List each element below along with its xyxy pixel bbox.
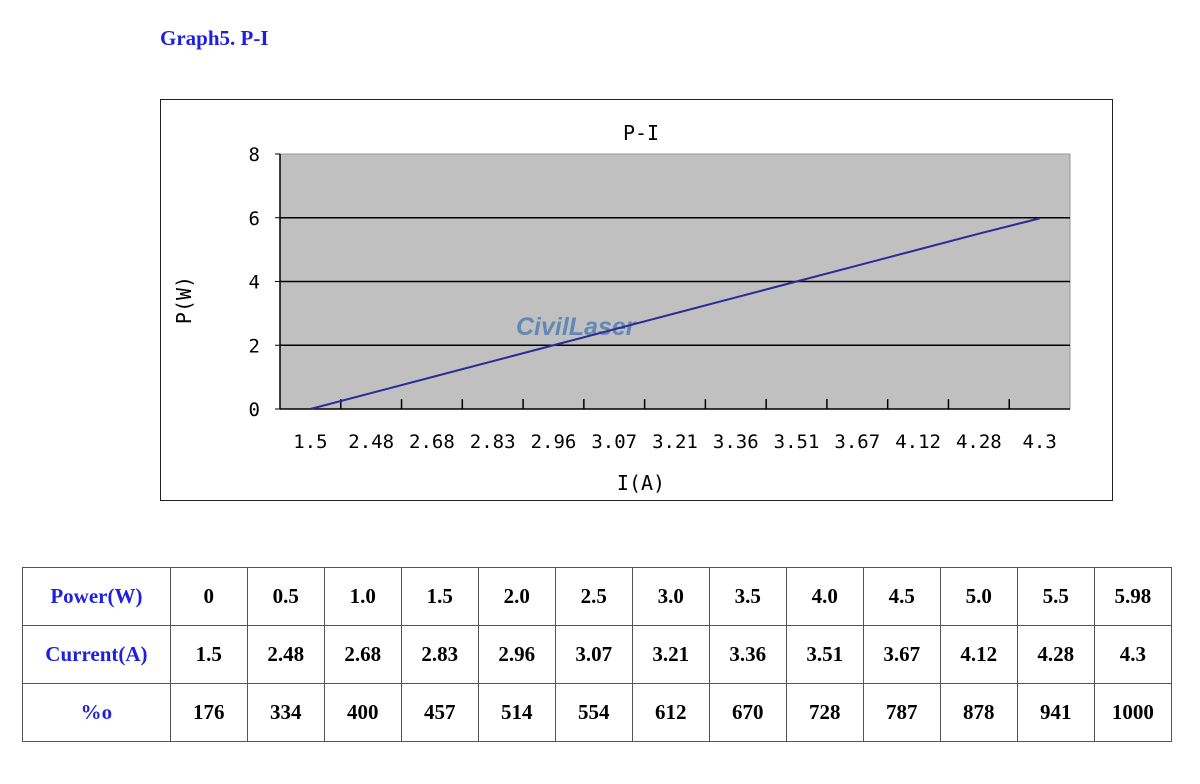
x-tick-label: 3.07 — [591, 431, 637, 453]
x-tick-label: 1.5 — [293, 431, 327, 453]
x-tick-label: 3.21 — [652, 431, 698, 453]
table-cell: 0 — [169, 567, 248, 626]
table-cell: 941 — [1016, 683, 1095, 742]
y-axis-label: P(W) — [172, 276, 196, 324]
table-cell: 4.0 — [785, 567, 864, 626]
x-tick-label: 2.68 — [409, 431, 455, 453]
row-header: %o — [22, 683, 171, 742]
table-cell: 728 — [785, 683, 864, 742]
table-cell: 4.12 — [939, 625, 1018, 684]
table-row: Power(W) 0 0.5 1.0 1.5 2.0 2.5 3.0 3.5 4.0 4.5 5.0 5… — [22, 567, 1173, 626]
watermark-logo: CivilLaser — [516, 313, 637, 341]
table-cell: 176 — [169, 683, 248, 742]
table-cell: 400 — [323, 683, 402, 742]
table-cell: 670 — [708, 683, 787, 742]
table-cell: 612 — [631, 683, 710, 742]
table-cell: 2.0 — [477, 567, 556, 626]
table-cell: 5.98 — [1093, 567, 1173, 626]
table-cell: 334 — [246, 683, 325, 742]
x-tick-label: 2.96 — [531, 431, 577, 453]
table-cell: 4.28 — [1016, 625, 1095, 684]
row-header: Power(W) — [22, 567, 171, 626]
table-cell: 2.5 — [554, 567, 633, 626]
table-cell: 4.5 — [862, 567, 941, 626]
y-tick-label: 0 — [249, 399, 260, 421]
series-line — [310, 217, 1040, 410]
table-cell: 554 — [554, 683, 633, 742]
x-tick-label: 3.36 — [713, 431, 759, 453]
row-header: Current(A) — [22, 625, 171, 684]
table-cell: 1000 — [1093, 683, 1173, 742]
y-tick-label: 8 — [249, 144, 260, 166]
table-row: %o 176 334 400 457 514 554 612 670 728 787 878 941 10… — [22, 683, 1173, 742]
table-cell: 3.36 — [708, 625, 787, 684]
table-cell: 3.07 — [554, 625, 633, 684]
x-tick-label: 3.67 — [834, 431, 880, 453]
pi-chart: 0 2 4 6 8 1.5 2.48 2.68 2.83 2.96 3.07 3.21 3.36 3.51… — [172, 121, 1071, 495]
x-tick-label: 3.51 — [774, 431, 820, 453]
table-cell: 3.0 — [631, 567, 710, 626]
table-cell: 3.21 — [631, 625, 710, 684]
table-cell: 1.0 — [323, 567, 402, 626]
x-axis-label: I(A) — [617, 471, 665, 495]
table-cell: 3.5 — [708, 567, 787, 626]
table-cell: 2.83 — [400, 625, 479, 684]
x-tick-label: 4.28 — [956, 431, 1002, 453]
y-tick-label: 6 — [249, 208, 260, 230]
y-tick-label: 4 — [249, 272, 260, 294]
x-tick-label: 2.48 — [348, 431, 394, 453]
table-cell: 5.0 — [939, 567, 1018, 626]
chart-title: P-I — [623, 121, 659, 145]
x-tick-label: 4.3 — [1022, 431, 1056, 453]
table-cell: 1.5 — [169, 625, 248, 684]
x-tick-label: 4.12 — [895, 431, 941, 453]
graph-heading: Graph5. P-I — [160, 26, 269, 50]
data-table: Power(W) 0 0.5 1.0 1.5 2.0 2.5 3.0 3.5 4.0 4.5 5.0 5… — [22, 567, 1173, 742]
y-tick-label: 2 — [249, 335, 260, 357]
table-cell: 0.5 — [246, 567, 325, 626]
table-cell: 878 — [939, 683, 1018, 742]
table-cell: 787 — [862, 683, 941, 742]
table-cell: 1.5 — [400, 567, 479, 626]
table-row: Current(A) 1.5 2.48 2.68 2.83 2.96 3.07 3.21 3.3… — [22, 625, 1173, 684]
table-cell: 4.3 — [1093, 625, 1173, 684]
x-tick-label: 2.83 — [470, 431, 516, 453]
table-cell: 457 — [400, 683, 479, 742]
table-cell: 2.68 — [323, 625, 402, 684]
table-cell: 2.48 — [246, 625, 325, 684]
table-cell: 2.96 — [477, 625, 556, 684]
chart-frame: 0 2 4 6 8 1.5 2.48 2.68 2.83 2.96 3.07 3.21 3.36 3.51… — [160, 99, 1113, 501]
table-cell: 3.67 — [862, 625, 941, 684]
table-cell: 3.51 — [785, 625, 864, 684]
table-cell: 5.5 — [1016, 567, 1095, 626]
table-cell: 514 — [477, 683, 556, 742]
